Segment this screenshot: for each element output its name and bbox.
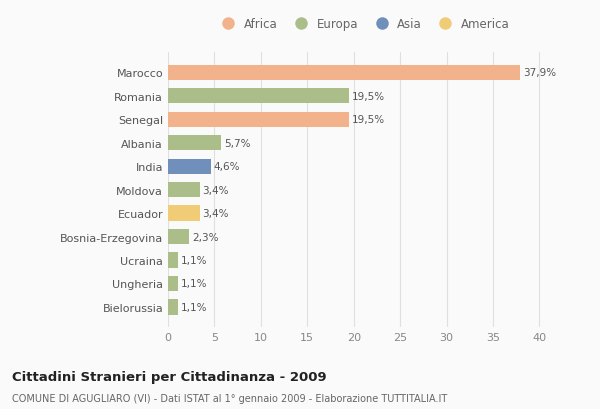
Text: 19,5%: 19,5% bbox=[352, 92, 385, 101]
Legend: Africa, Europa, Asia, America: Africa, Europa, Asia, America bbox=[217, 18, 509, 31]
Text: Cittadini Stranieri per Cittadinanza - 2009: Cittadini Stranieri per Cittadinanza - 2… bbox=[12, 370, 326, 383]
Text: 3,4%: 3,4% bbox=[202, 185, 229, 195]
Text: 37,9%: 37,9% bbox=[523, 68, 556, 78]
Bar bbox=[168, 229, 190, 245]
Text: 5,7%: 5,7% bbox=[224, 138, 250, 148]
Bar bbox=[168, 182, 200, 198]
Bar bbox=[168, 136, 221, 151]
Bar bbox=[168, 112, 349, 128]
Text: 2,3%: 2,3% bbox=[192, 232, 218, 242]
Bar bbox=[168, 89, 349, 104]
Bar bbox=[168, 276, 178, 291]
Bar bbox=[168, 65, 520, 81]
Bar bbox=[168, 159, 211, 174]
Text: 19,5%: 19,5% bbox=[352, 115, 385, 125]
Bar bbox=[168, 299, 178, 315]
Text: COMUNE DI AGUGLIARO (VI) - Dati ISTAT al 1° gennaio 2009 - Elaborazione TUTTITAL: COMUNE DI AGUGLIARO (VI) - Dati ISTAT al… bbox=[12, 393, 447, 402]
Text: 1,1%: 1,1% bbox=[181, 279, 208, 289]
Text: 3,4%: 3,4% bbox=[202, 209, 229, 218]
Text: 1,1%: 1,1% bbox=[181, 255, 208, 265]
Text: 1,1%: 1,1% bbox=[181, 302, 208, 312]
Text: 4,6%: 4,6% bbox=[214, 162, 240, 172]
Bar bbox=[168, 253, 178, 268]
Bar bbox=[168, 206, 200, 221]
